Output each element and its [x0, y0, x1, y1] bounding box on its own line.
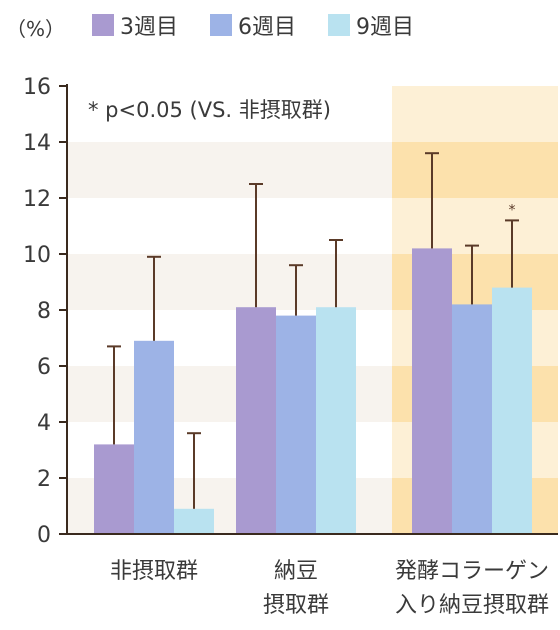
- y-tick-label: 10: [23, 243, 51, 268]
- y-tick-label: 6: [37, 355, 51, 380]
- bar-3週目-0: [94, 444, 134, 534]
- bar-6週目-0: [134, 340, 174, 534]
- bar-6週目-2: [452, 304, 492, 534]
- bar-3週目-1: [236, 307, 276, 534]
- legend-swatch-9weeks: [328, 14, 350, 36]
- bar-9週目-0: [174, 508, 214, 534]
- legend-label-6weeks: 6週目: [238, 15, 296, 40]
- legend-label-3weeks: 3週目: [120, 15, 178, 40]
- y-tick-label: 0: [37, 523, 51, 548]
- bar-9週目-2: [492, 287, 532, 534]
- significance-note: * p<0.05 (VS. 非摂取群): [88, 98, 331, 122]
- bar-6週目-1: [276, 315, 316, 534]
- unit-label: （%）: [6, 17, 65, 41]
- bar-9週目-1: [316, 307, 356, 534]
- grid-band: [67, 254, 392, 310]
- y-tick-label: 16: [23, 75, 51, 100]
- error-bars: *: [107, 152, 519, 509]
- y-tick-label: 2: [37, 467, 51, 492]
- legend-swatch-3weeks: [92, 14, 114, 36]
- y-tick-label: 4: [37, 411, 51, 436]
- significance-marker: *: [509, 202, 516, 218]
- category-label-0: 非摂取群: [110, 559, 198, 584]
- legend-label-9weeks: 9週目: [356, 15, 414, 40]
- category-label-2: 入り納豆摂取群: [395, 593, 549, 618]
- y-tick-label: 8: [37, 299, 51, 324]
- y-tick-label: 12: [23, 187, 51, 212]
- category-label-1: 摂取群: [263, 593, 329, 618]
- highlight-grid-band: [392, 142, 558, 198]
- bar-3週目-2: [412, 248, 452, 534]
- y-tick-label: 14: [23, 131, 51, 156]
- legend: 3週目 6週目 9週目: [92, 14, 414, 40]
- y-tick-labels: 0 2 4 6 8 10 12 14 16: [23, 75, 67, 548]
- grid-band: [67, 142, 392, 198]
- category-label-2: 発酵コラーゲン: [395, 559, 549, 584]
- legend-swatch-6weeks: [210, 14, 232, 36]
- category-label-1: 納豆: [274, 559, 318, 584]
- bars: [94, 248, 532, 534]
